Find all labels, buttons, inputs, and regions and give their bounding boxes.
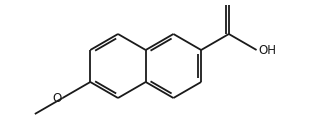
Text: OH: OH: [258, 43, 277, 56]
Text: O: O: [224, 0, 233, 3]
Text: O: O: [52, 91, 62, 104]
